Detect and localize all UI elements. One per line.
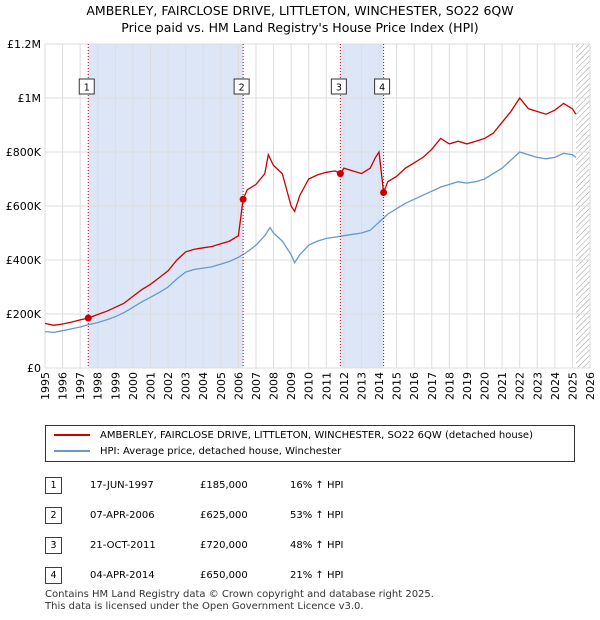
- footer-line2: This data is licensed under the Open Gov…: [45, 601, 364, 612]
- y-tick-label: £800K: [6, 146, 42, 159]
- x-tick-label: 2024: [549, 372, 562, 400]
- sale-number-label: 4: [379, 83, 385, 94]
- legend-label-price: AMBERLEY, FAIRCLOSE DRIVE, LITTLETON, WI…: [100, 430, 533, 441]
- sale-price: £720,000: [200, 539, 248, 551]
- y-tick-label: £400K: [6, 254, 42, 267]
- footer-line1: Contains HM Land Registry data © Crown c…: [45, 589, 434, 600]
- x-tick-label: 2008: [268, 372, 281, 400]
- x-tick-label: 2000: [127, 372, 140, 400]
- x-tick-label: 2004: [197, 372, 210, 400]
- x-tick-label: 2006: [232, 372, 245, 400]
- x-tick-label: 2010: [303, 372, 316, 400]
- x-tick-label: 2013: [355, 372, 368, 400]
- y-tick-label: £1.2M: [7, 38, 41, 51]
- legend-label-hpi: HPI: Average price, detached house, Winc…: [100, 446, 342, 457]
- sale-number-label: 2: [239, 83, 245, 94]
- legend-item-hpi: HPI: Average price, detached house, Winc…: [54, 444, 341, 460]
- x-tick-label: 2014: [373, 372, 386, 400]
- x-tick-label: 1995: [39, 372, 52, 400]
- y-tick-label: £0: [27, 362, 41, 375]
- sales-table: 1 17-JUN-1997 £185,000 16% ↑ HPI 2 07-AP…: [45, 470, 343, 590]
- sale-hpi-diff: 53% ↑ HPI: [290, 509, 344, 521]
- sale-number-box: [233, 78, 250, 95]
- x-tick-label: 2007: [250, 372, 263, 400]
- x-tick-label: 2016: [408, 372, 421, 400]
- x-tick-label: 2003: [180, 372, 193, 400]
- table-row: 3 21-OCT-2011 £720,000 48% ↑ HPI: [45, 530, 343, 560]
- sale-number-badge: 2: [45, 506, 62, 524]
- x-tick-label: 2023: [531, 372, 544, 400]
- table-row: 2 07-APR-2006 £625,000 53% ↑ HPI: [45, 500, 343, 530]
- sale-point: [84, 314, 92, 322]
- sale-number-box: [78, 78, 95, 95]
- y-tick-label: £200K: [6, 308, 42, 321]
- x-tick-label: 2018: [443, 372, 456, 400]
- legend-swatch-hpi: [54, 450, 90, 452]
- sale-number-box: [330, 78, 347, 95]
- sale-date: 21-OCT-2011: [90, 539, 156, 551]
- footer-note: Contains HM Land Registry data © Crown c…: [45, 589, 434, 613]
- sale-date: 04-APR-2014: [90, 569, 155, 581]
- price-chart: £0 £200K £400K £600K £800K £1M £1.2M 1995 1996 19…: [6, 38, 597, 400]
- sale-number-badge: 1: [45, 476, 62, 494]
- x-tick-label: 2017: [426, 372, 439, 400]
- sale-date: 17-JUN-1997: [90, 479, 154, 491]
- x-tick-label: 2021: [496, 372, 509, 400]
- sale-price: £185,000: [200, 479, 248, 491]
- chart-legend: AMBERLEY, FAIRCLOSE DRIVE, LITTLETON, WI…: [45, 425, 575, 462]
- x-tick-label: 2019: [461, 372, 474, 400]
- y-tick-label: £1M: [18, 92, 42, 105]
- x-tick-label: 1998: [92, 372, 105, 400]
- sale-hpi-diff: 21% ↑ HPI: [290, 569, 344, 581]
- legend-item-price: AMBERLEY, FAIRCLOSE DRIVE, LITTLETON, WI…: [54, 428, 533, 444]
- sale-hpi-diff: 16% ↑ HPI: [290, 479, 344, 491]
- x-tick-label: 1997: [74, 372, 87, 400]
- x-tick-label: 2025: [566, 372, 579, 400]
- sale-price: £650,000: [200, 569, 248, 581]
- x-tick-label: 2011: [320, 372, 333, 400]
- x-tick-label: 1996: [57, 372, 70, 400]
- sale-number-box: [374, 78, 391, 95]
- hpi-line: [44, 151, 577, 334]
- x-tick-label: 2001: [144, 372, 157, 400]
- sale-number-label: 1: [84, 83, 90, 94]
- x-tick-label: 2002: [162, 372, 175, 400]
- sale-point: [336, 170, 344, 178]
- sale-number-label: 3: [336, 83, 342, 94]
- chart-title-line2: Price paid vs. HM Land Registry's House …: [121, 20, 479, 35]
- x-tick-label: 2015: [391, 372, 404, 400]
- sale-price: £625,000: [200, 509, 248, 521]
- y-tick-label: £600K: [6, 200, 42, 213]
- x-tick-label: 2012: [338, 372, 351, 400]
- x-tick-label: 2020: [479, 372, 492, 400]
- chart-title-line1: AMBERLEY, FAIRCLOSE DRIVE, LITTLETON, WI…: [86, 3, 514, 18]
- sale-number-badge: 3: [45, 536, 62, 554]
- table-row: 4 04-APR-2014 £650,000 21% ↑ HPI: [45, 560, 343, 590]
- x-tick-label: 2009: [285, 372, 298, 400]
- legend-swatch-price: [54, 434, 90, 436]
- sale-date: 07-APR-2006: [90, 509, 155, 521]
- x-tick-label: 1999: [109, 372, 122, 400]
- x-tick-label: 2022: [514, 372, 527, 400]
- price-paid-line: [44, 96, 577, 326]
- sale-number-badge: 4: [45, 566, 62, 584]
- sale-hpi-diff: 48% ↑ HPI: [290, 539, 344, 551]
- x-tick-label: 2005: [215, 372, 228, 400]
- sale-point: [380, 189, 388, 196]
- sale-point: [239, 195, 247, 203]
- chart-title: AMBERLEY, FAIRCLOSE DRIVE, LITTLETON, WI…: [0, 2, 600, 36]
- table-row: 1 17-JUN-1997 £185,000 16% ↑ HPI: [45, 470, 343, 500]
- x-tick-label: 2026: [584, 372, 597, 400]
